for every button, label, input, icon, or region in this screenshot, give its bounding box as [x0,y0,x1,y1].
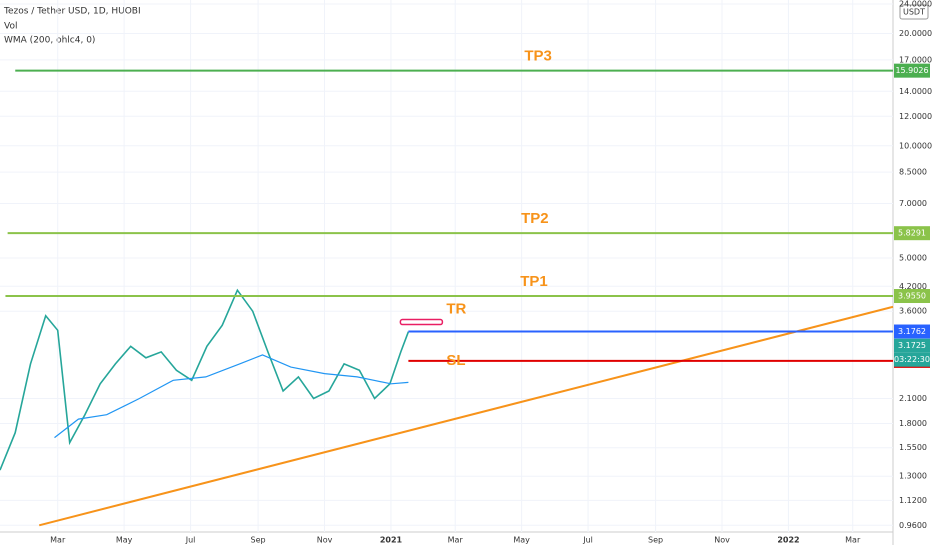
y-tick-label: 7.0000 [899,199,927,208]
x-tick-label: Nov [317,536,333,545]
y-tick-label: 4.2000 [899,282,927,291]
y-tick-label: 1.3000 [899,472,927,481]
currency-box [899,4,929,20]
level-name: SL [446,352,465,369]
y-tick-label: 24.0000 [899,0,932,8]
chart-title: Tezos / Tether USD, 1D, HUOBI [3,7,141,17]
indicator-label: WMA (200, ohlc4, 0) [4,36,95,46]
y-tick-label: 20.0000 [899,29,932,38]
level-price-box [894,324,930,339]
x-tick-label: Sep [251,536,266,545]
tr-marker [399,318,444,326]
y-tick-label: 2.1000 [899,394,927,403]
trendline [38,305,894,527]
level-name: TP3 [524,48,552,65]
level-price-box [894,226,930,241]
level-price-label: 3.1762 [898,327,926,336]
x-tick-label: Mar [448,536,464,545]
y-tick-label: 14.0000 [899,87,932,96]
y-tick-label: 10.0000 [899,141,932,150]
price-line [0,288,410,471]
level-price-label: 15.9026 [895,66,928,75]
x-tick-label: Nov [714,536,730,545]
y-tick-label: 8.5000 [899,168,927,177]
x-tick-label: Mar [845,536,861,545]
level-name: TP2 [521,210,549,227]
countdown-label: 03:22:30 [894,355,930,364]
x-tick-label: May [513,536,530,545]
level-price-label: 5.8291 [898,229,926,238]
y-tick-label: 1.5500 [899,443,927,452]
x-tick-label: Sep [648,536,663,545]
y-tick-label: 17.0000 [899,55,932,64]
indicator-label: Vol [4,22,17,32]
y-tick-label: 12.0000 [899,112,932,121]
x-tick-label: Jul [582,536,593,545]
level-price-label: 3.9550 [898,292,926,301]
y-tick-label: 0.9600 [899,521,927,530]
x-tick-label: Jul [185,536,196,545]
level-name: TR [446,300,466,317]
last-price-label: 3.1725 [898,341,926,350]
x-tick-label: May [116,536,133,545]
y-tick-label: 3.6000 [899,307,927,316]
currency-label: USDT [903,8,925,17]
x-tick-label: 2022 [777,536,799,545]
y-tick-label: 1.8000 [899,419,927,428]
level-price-box [894,63,930,78]
y-tick-label: 1.1200 [899,496,927,505]
last-price-box [894,338,930,353]
level-name: TP1 [520,273,548,290]
plot-area [0,0,893,532]
y-tick-label: 5.0000 [899,254,927,263]
level-price-box [894,289,930,304]
wma-line [54,354,409,439]
x-tick-label: Mar [50,536,66,545]
countdown-box [894,352,930,367]
x-tick-label: 2021 [380,536,403,545]
